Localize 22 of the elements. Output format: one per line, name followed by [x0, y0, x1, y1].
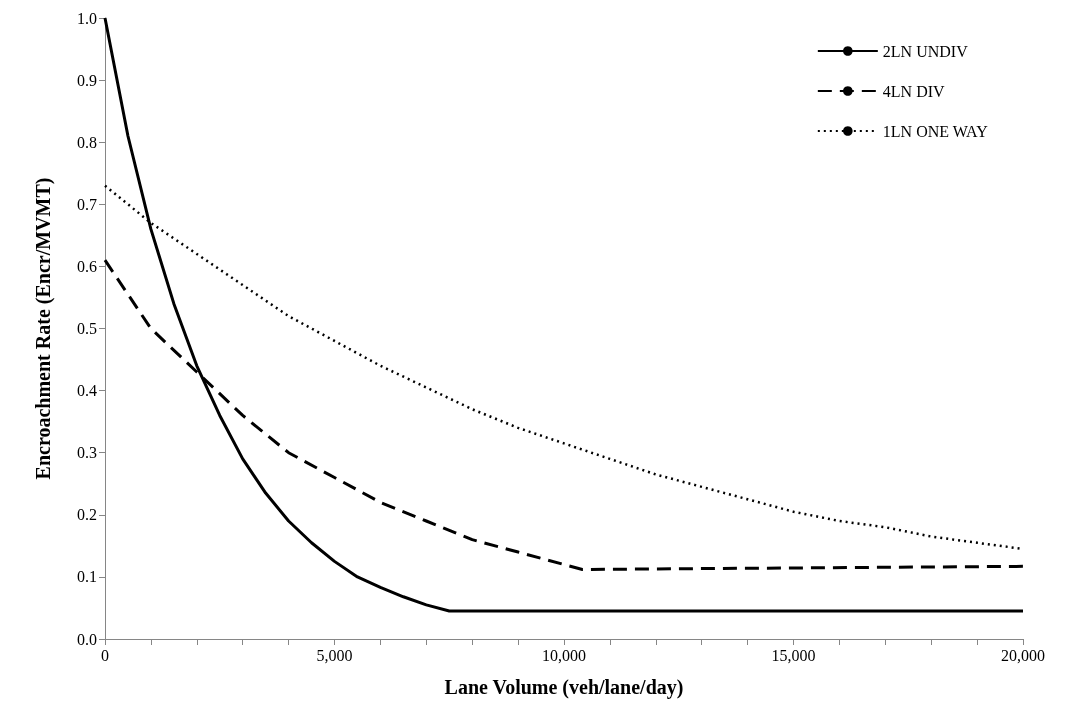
- x-tick-label: 0: [101, 646, 109, 664]
- y-tick-label: 0.0: [77, 630, 97, 648]
- x-tick-label: 20,000: [1001, 646, 1045, 664]
- y-tick-label: 0.2: [77, 506, 97, 524]
- y-tick-label: 0.6: [77, 257, 97, 275]
- y-tick-label: 0.5: [77, 320, 97, 337]
- y-tick-label: 0.7: [77, 195, 97, 213]
- y-tick-label: 0.4: [77, 382, 97, 400]
- x-tick-label: 5,000: [316, 646, 353, 664]
- legend-label: 2LN UNDIV: [882, 42, 969, 60]
- y-tick-label: 0.8: [77, 133, 97, 151]
- y-tick-label: 0.3: [77, 444, 97, 462]
- y-tick-label: 1.0: [77, 9, 97, 27]
- x-tick-label: 15,000: [771, 646, 816, 664]
- x-tick-label: 10,000: [542, 646, 586, 664]
- legend-label: 4LN DIV: [882, 82, 946, 100]
- x-axis-title: Lane Volume (veh/lane/day): [444, 676, 684, 699]
- legend-label: 1LN ONE WAY: [882, 122, 989, 140]
- y-tick-label: 0.9: [77, 71, 97, 89]
- line-series: [103, 16, 1025, 613]
- y-axis-title: Encroachment Rate (Encr/MVMT): [32, 177, 55, 480]
- y-tick-label: 0.1: [77, 568, 97, 586]
